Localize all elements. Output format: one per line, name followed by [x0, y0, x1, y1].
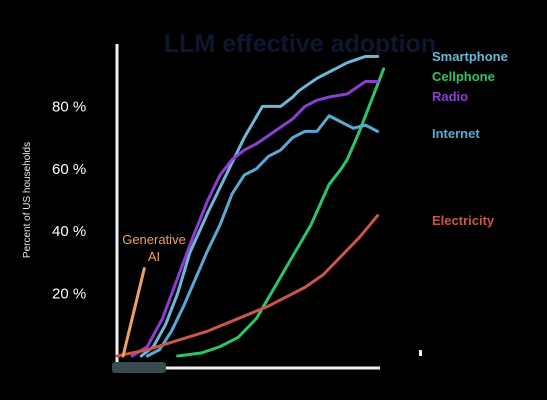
series-line-radio: [130, 79, 380, 358]
annotation-ai-label: AI: [148, 249, 160, 264]
series-lines: [115, 54, 386, 358]
legend: Smartphone Cellphone Radio Internet Electric…: [432, 49, 508, 228]
legend-label-electricity: Electricity: [432, 213, 495, 228]
chart-title: LLM effective adoption: [164, 30, 436, 58]
y-axis-label: Percent of US households: [22, 142, 33, 258]
series-line-electricity: [115, 214, 380, 358]
y-tick-label: 20 %: [52, 286, 86, 303]
axis-end-marker: [419, 350, 422, 356]
annotation-generative-label: Generative: [122, 232, 186, 247]
series-line-cellphone: [176, 67, 386, 358]
legend-label-cellphone: Cellphone: [432, 69, 495, 84]
series-line-smartphone: [139, 54, 380, 358]
y-tick-label: 40 %: [52, 223, 86, 240]
legend-label-internet: Internet: [432, 126, 480, 141]
series-line-internet: [145, 114, 380, 358]
legend-label-smartphone: Smartphone: [432, 49, 508, 64]
legend-label-radio: Radio: [432, 89, 468, 104]
x-axis-blurred-label: [112, 362, 166, 373]
y-tick-labels: 20 % 40 % 60 % 80 %: [52, 98, 86, 302]
y-tick-label: 80 %: [52, 98, 86, 115]
y-tick-label: 60 %: [52, 161, 86, 178]
series-line-generative-ai: [121, 267, 146, 358]
